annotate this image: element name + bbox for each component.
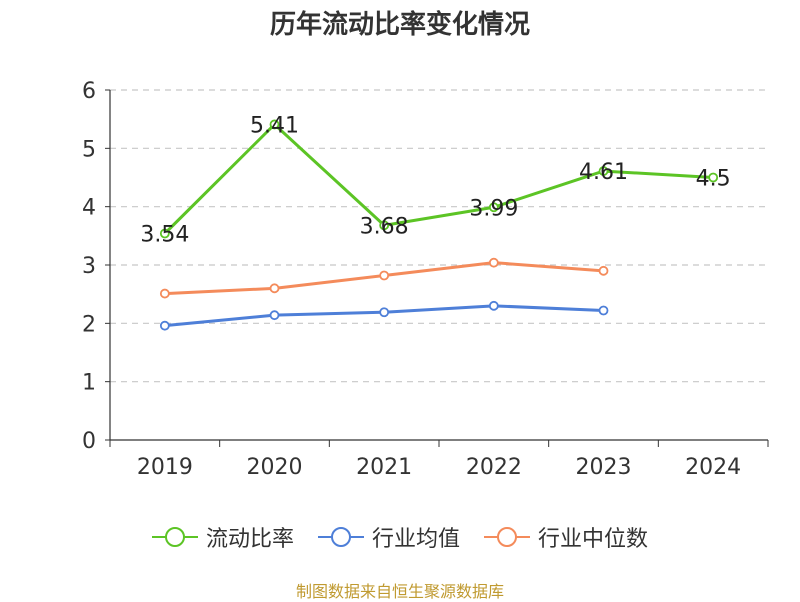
data-point [488,202,499,213]
data-point [379,220,390,231]
data-point [598,305,609,316]
data-point [379,270,390,281]
x-tick-label: 2019 [137,455,193,480]
chart-legend: 流动比率 行业均值 行业中位数 [0,520,800,554]
legend-label: 行业中位数 [538,527,649,552]
data-point [488,300,499,311]
legend-label: 行业均值 [371,527,460,552]
legend-item-industry-mean[interactable]: 行业均值 [317,521,460,553]
data-point [159,228,170,239]
data-point [598,265,609,276]
series-line [163,122,714,235]
y-tick-label: 0 [82,429,96,454]
y-tick-label: 1 [82,371,96,396]
legend-item-current-ratio[interactable]: 流动比率 [151,521,294,553]
data-label: 4.61 [579,160,628,185]
legend-label: 流动比率 [205,527,294,552]
data-source-note: 制图数据来自恒生聚源数据库 [295,582,504,601]
y-tick-label: 4 [82,196,96,221]
data-point [269,310,280,321]
data-point [598,166,609,176]
y-tick-label: 3 [82,254,96,279]
y-tick-label: 5 [82,137,96,162]
data-point [379,307,390,318]
data-label: 4.5 [696,167,731,192]
data-label: 3.54 [140,223,189,248]
data-label: 3.99 [469,196,518,221]
data-point [708,172,719,183]
legend-marker-icon [151,525,198,549]
data-point [488,257,499,268]
data-point [269,119,280,130]
x-tick-label: 2023 [576,455,632,480]
data-point [159,288,170,299]
chart-title: 历年流动比率变化情况 [269,10,530,40]
legend-marker-icon [484,525,530,549]
x-tick-label: 2021 [356,455,412,480]
legend-item-industry-median[interactable]: 行业中位数 [484,521,648,553]
data-point [159,320,170,331]
data-point [269,283,280,294]
data-label: 5.41 [250,113,299,138]
data-label: 3.68 [360,214,409,239]
legend-marker-icon [317,525,364,549]
y-tick-label: 6 [82,79,96,104]
x-tick-label: 2024 [685,455,741,480]
x-tick-label: 2020 [247,455,303,480]
y-tick-label: 2 [82,312,96,337]
x-tick-label: 2022 [466,455,522,480]
